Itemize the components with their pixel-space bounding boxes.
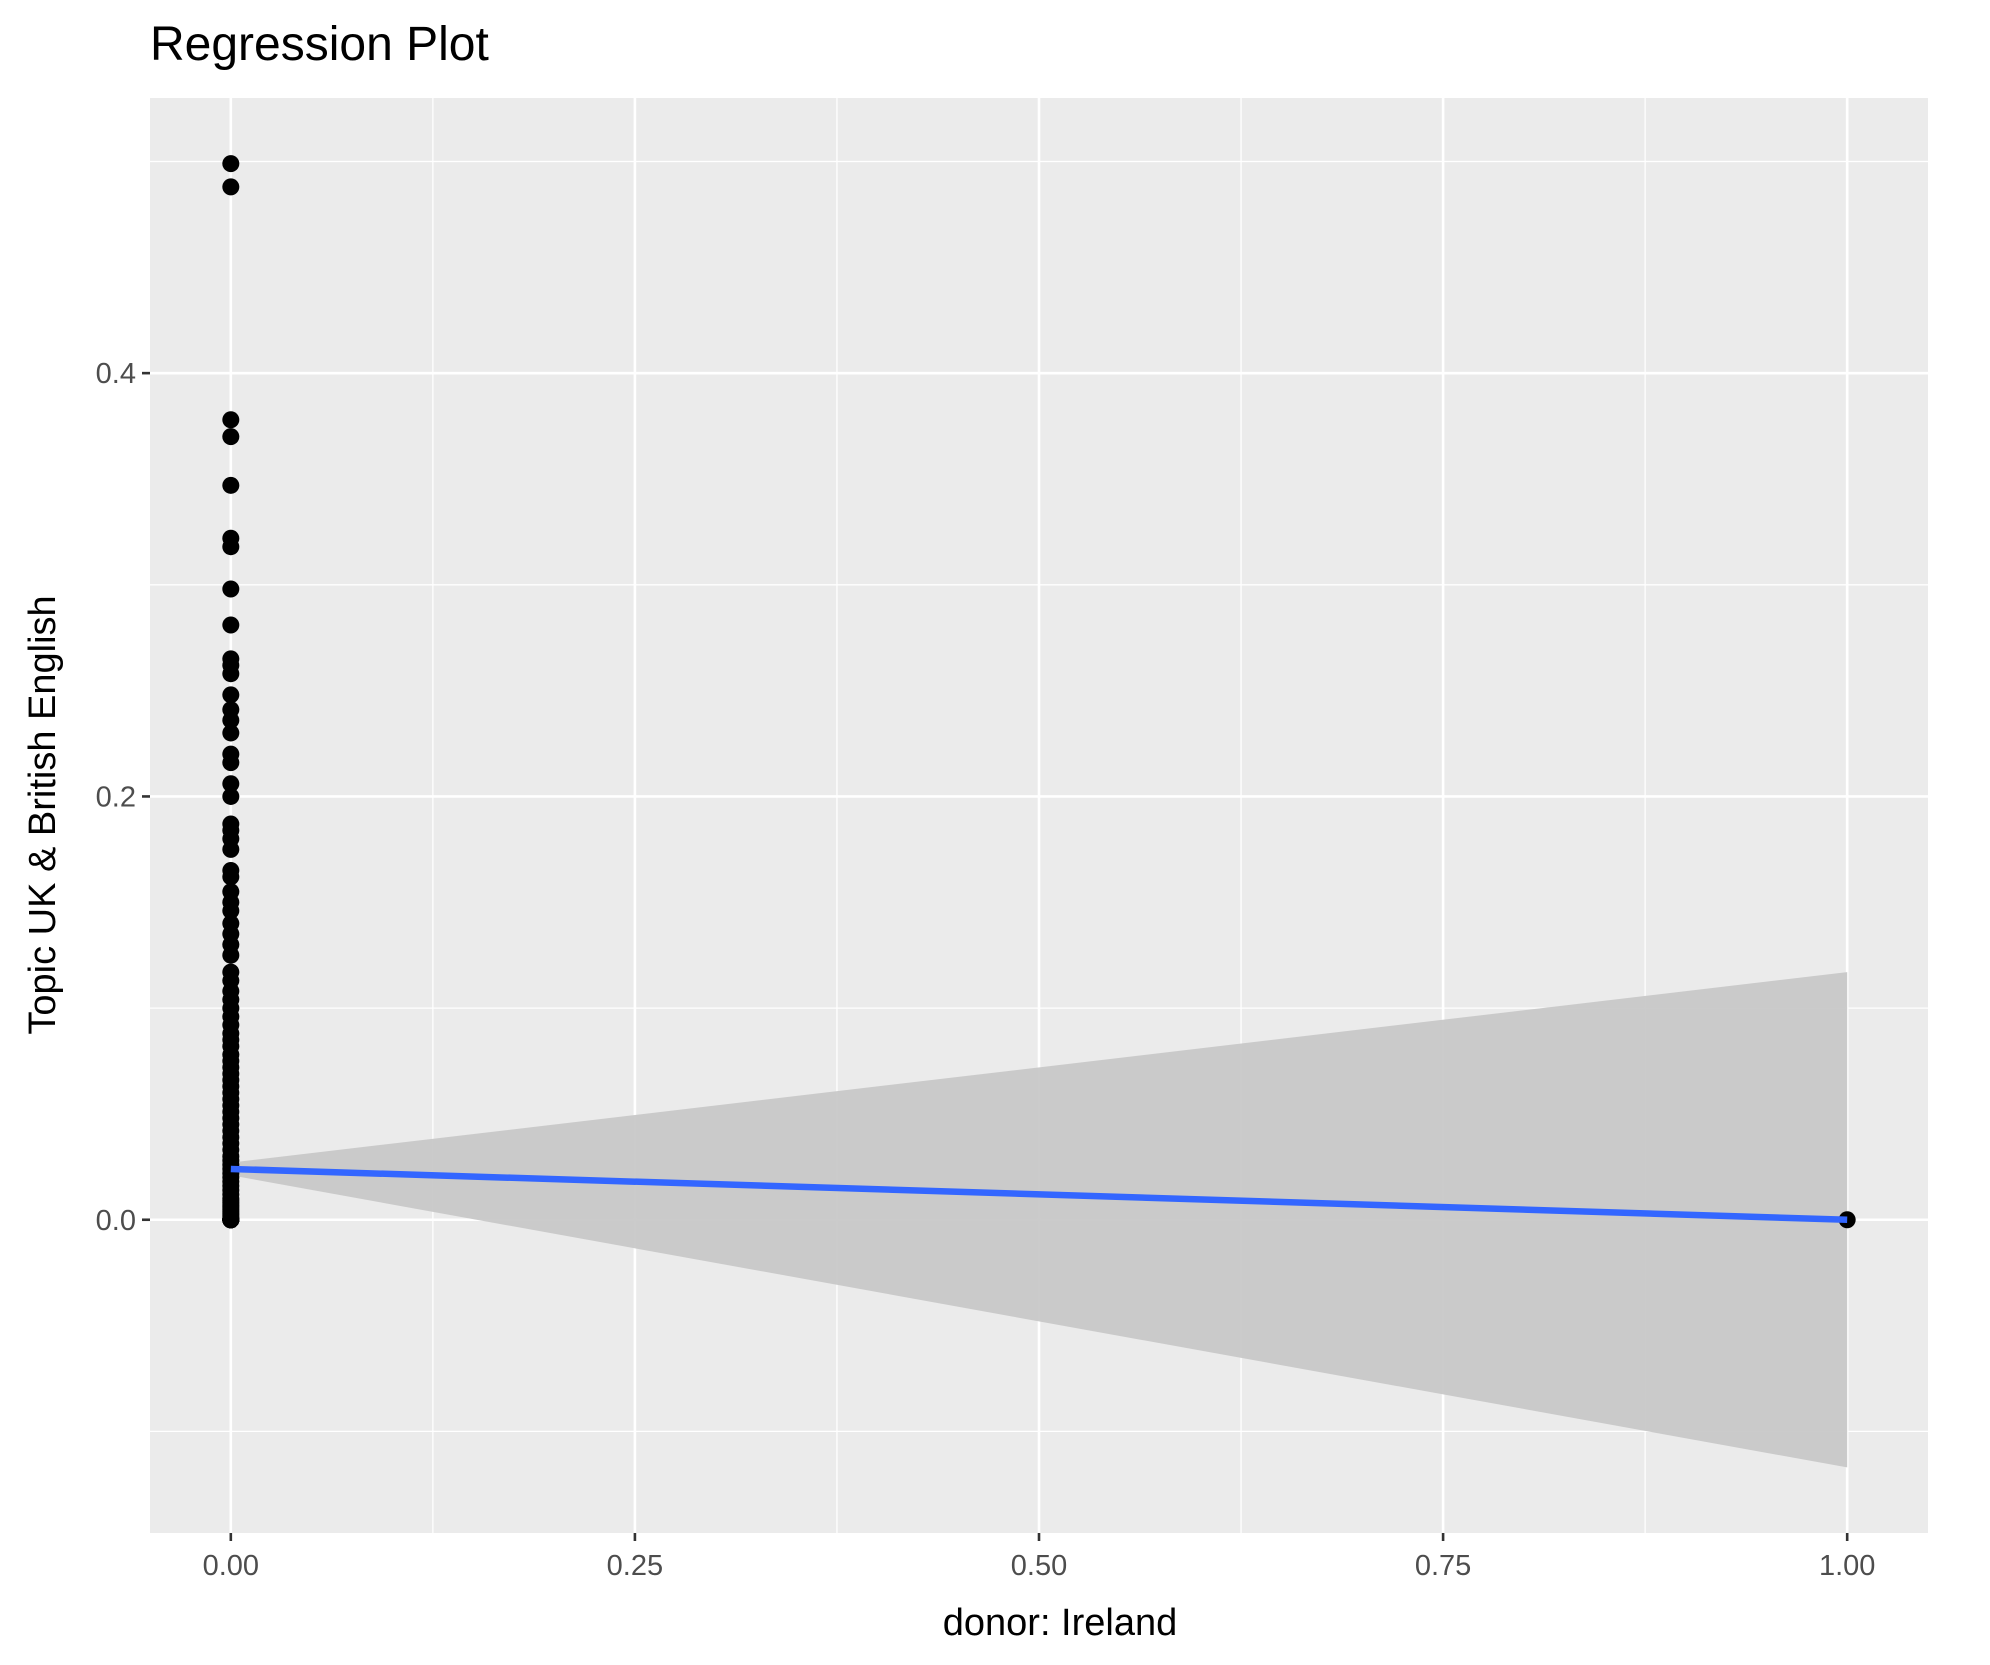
data-point (222, 476, 240, 494)
x-tick-label: 0.50 (1011, 1550, 1067, 1582)
x-tick-label: 1.00 (1819, 1550, 1875, 1582)
x-tick-label: 0.25 (607, 1550, 663, 1582)
data-point (222, 155, 240, 173)
data-point (222, 665, 240, 683)
y-tick-label: 0.4 (96, 358, 136, 390)
y-tick-label: 0.2 (96, 781, 136, 813)
x-tick-label: 0.75 (1415, 1550, 1471, 1582)
y-axis-ticks: 0.0 0.2 0.4 (96, 358, 150, 1237)
confidence-band (230, 972, 1848, 1468)
y-tick-label: 0.0 (96, 1205, 136, 1237)
regression-fit-line (230, 1165, 1848, 1224)
data-point (222, 178, 240, 196)
fit-line-layer (230, 1165, 1848, 1224)
x-axis-ticks: 0.00 0.25 0.50 0.75 1.00 (203, 1533, 1875, 1582)
y-axis-title: Topic UK & British English (22, 595, 64, 1034)
data-point (222, 946, 240, 964)
data-point (222, 711, 240, 729)
data-point (222, 1211, 240, 1229)
data-point (222, 686, 240, 704)
data-point (222, 580, 240, 598)
data-point (222, 754, 240, 772)
data-point (222, 616, 240, 634)
x-tick-label: 0.00 (203, 1550, 259, 1582)
chart-title: Regression Plot (150, 18, 489, 71)
confidence-band-layer (230, 972, 1848, 1468)
data-point (222, 902, 240, 920)
data-point (222, 538, 240, 556)
data-point (222, 787, 240, 805)
data-point (222, 868, 240, 886)
data-point (222, 411, 240, 429)
data-point (222, 775, 240, 793)
data-point (222, 428, 240, 446)
data-point (222, 724, 240, 742)
data-point (222, 840, 240, 858)
x-axis-title: donor: Ireland (943, 1602, 1178, 1644)
